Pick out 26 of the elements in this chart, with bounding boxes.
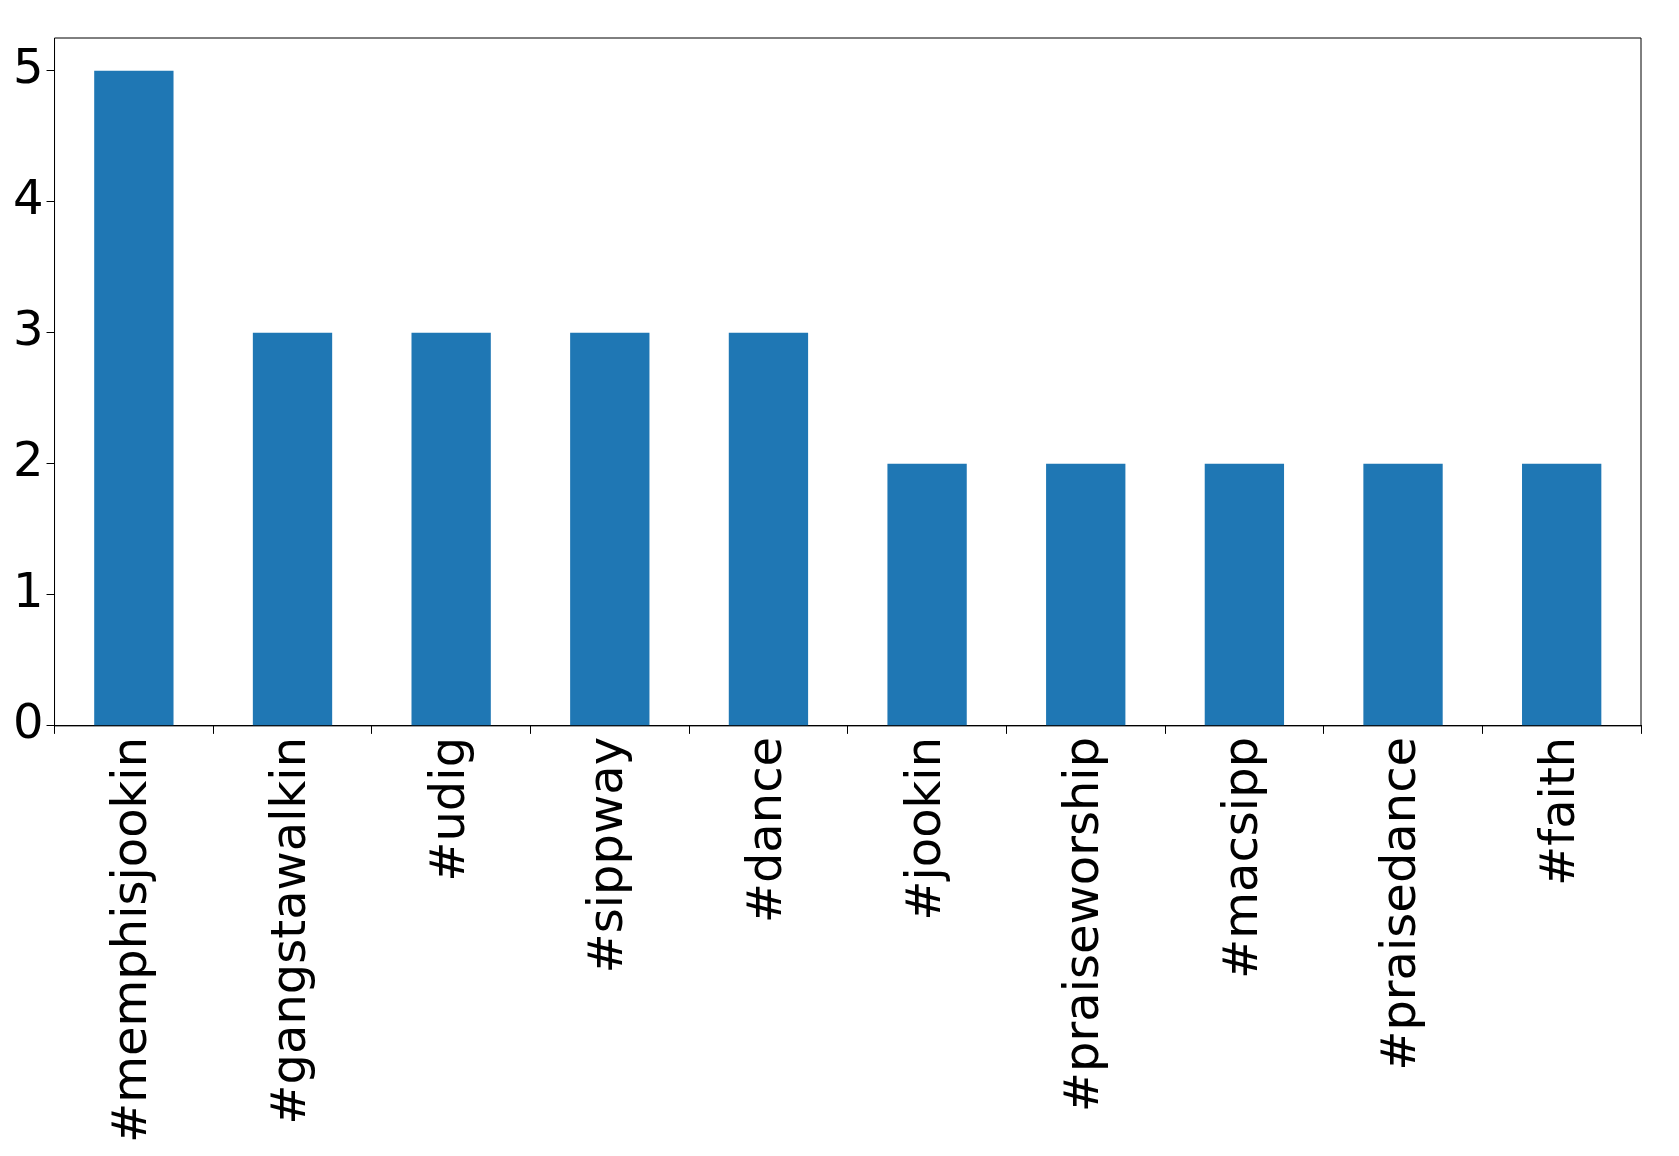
- bar: [887, 463, 967, 726]
- y-tick-label: 0: [12, 693, 44, 750]
- x-tick-label: #macsipp: [1211, 736, 1268, 979]
- x-tick-label: #faith: [1529, 736, 1586, 886]
- bar: [1363, 463, 1443, 726]
- y-tick-label: 1: [12, 562, 44, 619]
- bar: [94, 70, 174, 726]
- bar: [728, 332, 809, 726]
- y-tick-label: 4: [12, 169, 44, 226]
- x-tick-label: #jookin: [894, 736, 951, 921]
- x-tick-label: #dance: [735, 736, 792, 924]
- bar: [1204, 463, 1285, 726]
- x-tick-label: #praisedance: [1370, 736, 1427, 1071]
- y-tick-label: 3: [12, 300, 44, 357]
- bar: [1522, 463, 1602, 726]
- y-tick-label: 5: [12, 38, 44, 95]
- x-tick-label: #udig: [418, 736, 475, 882]
- x-tick-label: #praiseworship: [1053, 736, 1110, 1113]
- bar: [252, 332, 333, 726]
- x-tick-label: #sippway: [577, 736, 634, 974]
- x-tick-label: #gangstawalkin: [259, 736, 316, 1125]
- y-tick-label: 2: [12, 431, 44, 488]
- bar: [1046, 463, 1126, 726]
- bar: [411, 332, 491, 726]
- bar: [570, 332, 650, 726]
- x-tick-label: #memphisjookin: [101, 736, 158, 1143]
